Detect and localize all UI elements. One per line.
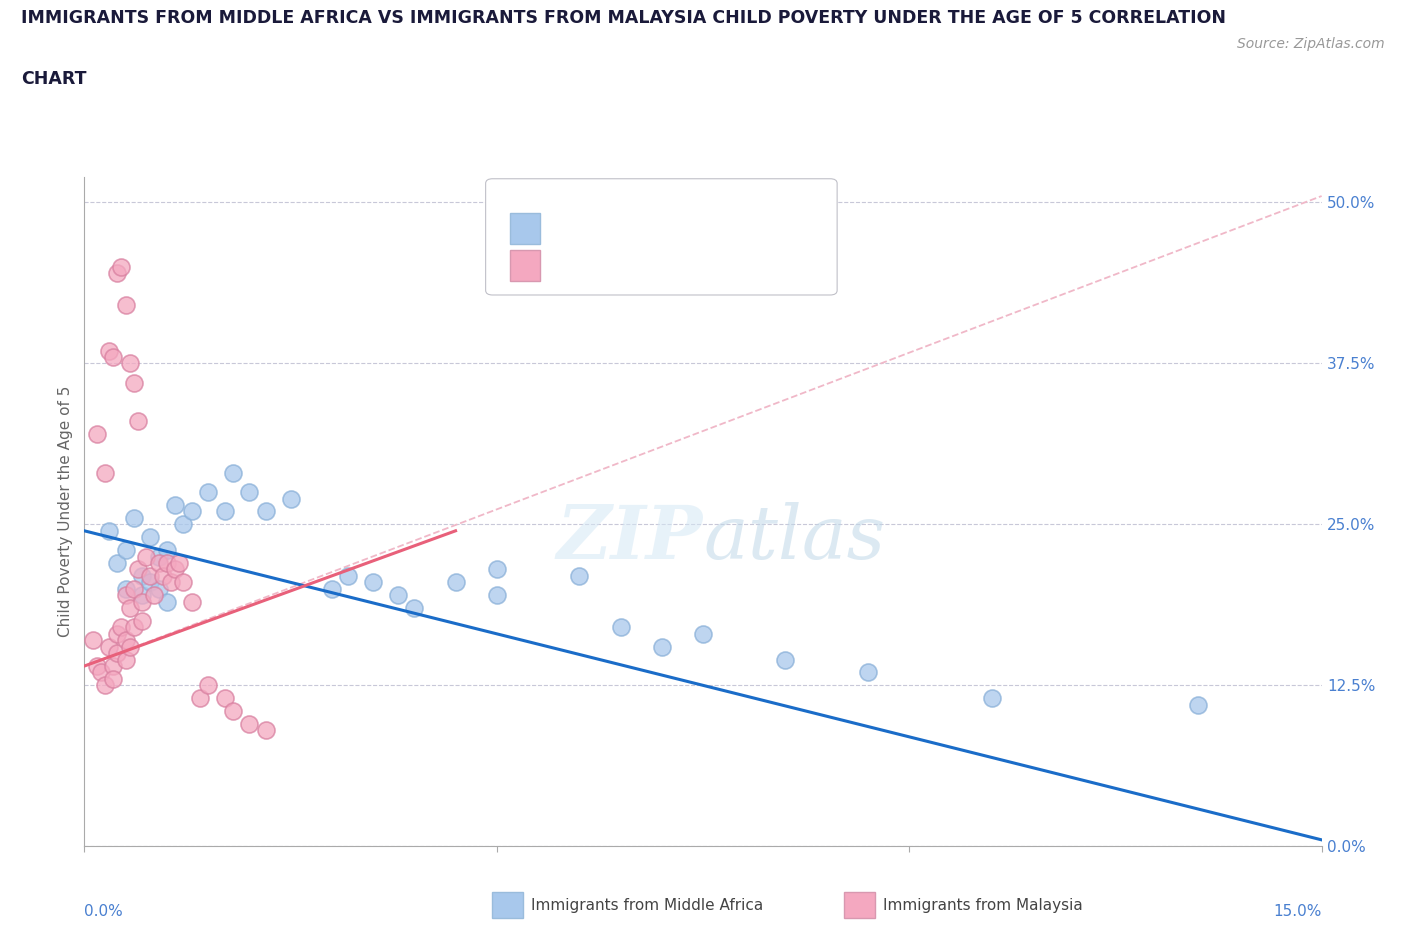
Point xyxy=(156,594,179,609)
Point xyxy=(214,691,236,706)
Text: 0.0%: 0.0% xyxy=(84,904,124,919)
Point xyxy=(485,588,508,603)
Text: Immigrants from Middle Africa: Immigrants from Middle Africa xyxy=(531,898,763,913)
Point xyxy=(152,568,174,583)
Point xyxy=(337,568,360,583)
Point xyxy=(98,524,121,538)
Point xyxy=(568,568,591,583)
Point xyxy=(321,581,343,596)
Point xyxy=(114,543,136,558)
Point xyxy=(127,562,149,577)
Point xyxy=(254,504,277,519)
Point xyxy=(105,645,128,660)
Text: CHART: CHART xyxy=(21,70,87,87)
Point xyxy=(156,555,179,570)
Point xyxy=(180,594,202,609)
Point xyxy=(94,678,117,693)
Point xyxy=(90,665,112,680)
Point xyxy=(160,575,183,590)
Point xyxy=(139,530,162,545)
Point xyxy=(165,562,187,577)
Point xyxy=(238,716,260,731)
Point xyxy=(98,343,121,358)
Point xyxy=(118,356,141,371)
Text: atlas: atlas xyxy=(703,502,886,575)
Text: Immigrants from Malaysia: Immigrants from Malaysia xyxy=(883,898,1083,913)
Point xyxy=(254,723,277,737)
Point xyxy=(105,266,128,281)
Point xyxy=(172,575,194,590)
Point xyxy=(127,414,149,429)
Point xyxy=(222,704,245,719)
Point xyxy=(114,588,136,603)
Point xyxy=(1187,698,1209,712)
Text: IMMIGRANTS FROM MIDDLE AFRICA VS IMMIGRANTS FROM MALAYSIA CHILD POVERTY UNDER TH: IMMIGRANTS FROM MIDDLE AFRICA VS IMMIGRA… xyxy=(21,9,1226,27)
Point xyxy=(387,588,409,603)
Text: Source: ZipAtlas.com: Source: ZipAtlas.com xyxy=(1237,37,1385,51)
Point xyxy=(131,594,153,609)
Point xyxy=(122,376,145,391)
Text: 15.0%: 15.0% xyxy=(1274,904,1322,919)
Point xyxy=(131,614,153,629)
Point xyxy=(131,568,153,583)
Point xyxy=(103,671,125,686)
Point xyxy=(110,259,132,274)
Point xyxy=(214,504,236,519)
Point xyxy=(122,511,145,525)
Point xyxy=(86,658,108,673)
Point xyxy=(139,575,162,590)
Point xyxy=(238,485,260,499)
Point xyxy=(114,581,136,596)
Text: ZIP: ZIP xyxy=(557,502,703,575)
Point xyxy=(609,620,631,635)
Point xyxy=(139,568,162,583)
Point xyxy=(122,620,145,635)
Point xyxy=(98,639,121,654)
Point xyxy=(148,549,170,564)
Point xyxy=(180,504,202,519)
Point xyxy=(82,632,104,647)
Point xyxy=(86,427,108,442)
Point xyxy=(444,575,467,590)
Point xyxy=(404,601,426,616)
Point xyxy=(197,485,219,499)
Point xyxy=(188,691,211,706)
Point xyxy=(110,620,132,635)
Point xyxy=(172,517,194,532)
Point xyxy=(118,601,141,616)
Point xyxy=(114,652,136,667)
Point xyxy=(105,627,128,642)
Text: R =  0.204   N = 47: R = 0.204 N = 47 xyxy=(554,261,731,279)
Point xyxy=(118,639,141,654)
Point xyxy=(103,350,125,365)
Y-axis label: Child Poverty Under the Age of 5: Child Poverty Under the Age of 5 xyxy=(58,386,73,637)
Point xyxy=(148,555,170,570)
Point xyxy=(103,658,125,673)
Point xyxy=(197,678,219,693)
Point xyxy=(114,298,136,312)
Point xyxy=(692,627,714,642)
Point xyxy=(167,555,190,570)
Point xyxy=(775,652,797,667)
Point xyxy=(114,632,136,647)
Point xyxy=(485,562,508,577)
Point xyxy=(143,588,166,603)
Point xyxy=(94,465,117,480)
Point xyxy=(105,555,128,570)
Point xyxy=(222,465,245,480)
Point xyxy=(856,665,879,680)
Point xyxy=(135,549,157,564)
Point xyxy=(361,575,384,590)
Point xyxy=(131,588,153,603)
Point xyxy=(148,581,170,596)
Point xyxy=(651,639,673,654)
Point xyxy=(280,491,302,506)
Point xyxy=(122,581,145,596)
Point xyxy=(980,691,1002,706)
Point xyxy=(165,498,187,512)
Point xyxy=(156,543,179,558)
Text: R = -0.430   N = 38: R = -0.430 N = 38 xyxy=(554,224,731,242)
